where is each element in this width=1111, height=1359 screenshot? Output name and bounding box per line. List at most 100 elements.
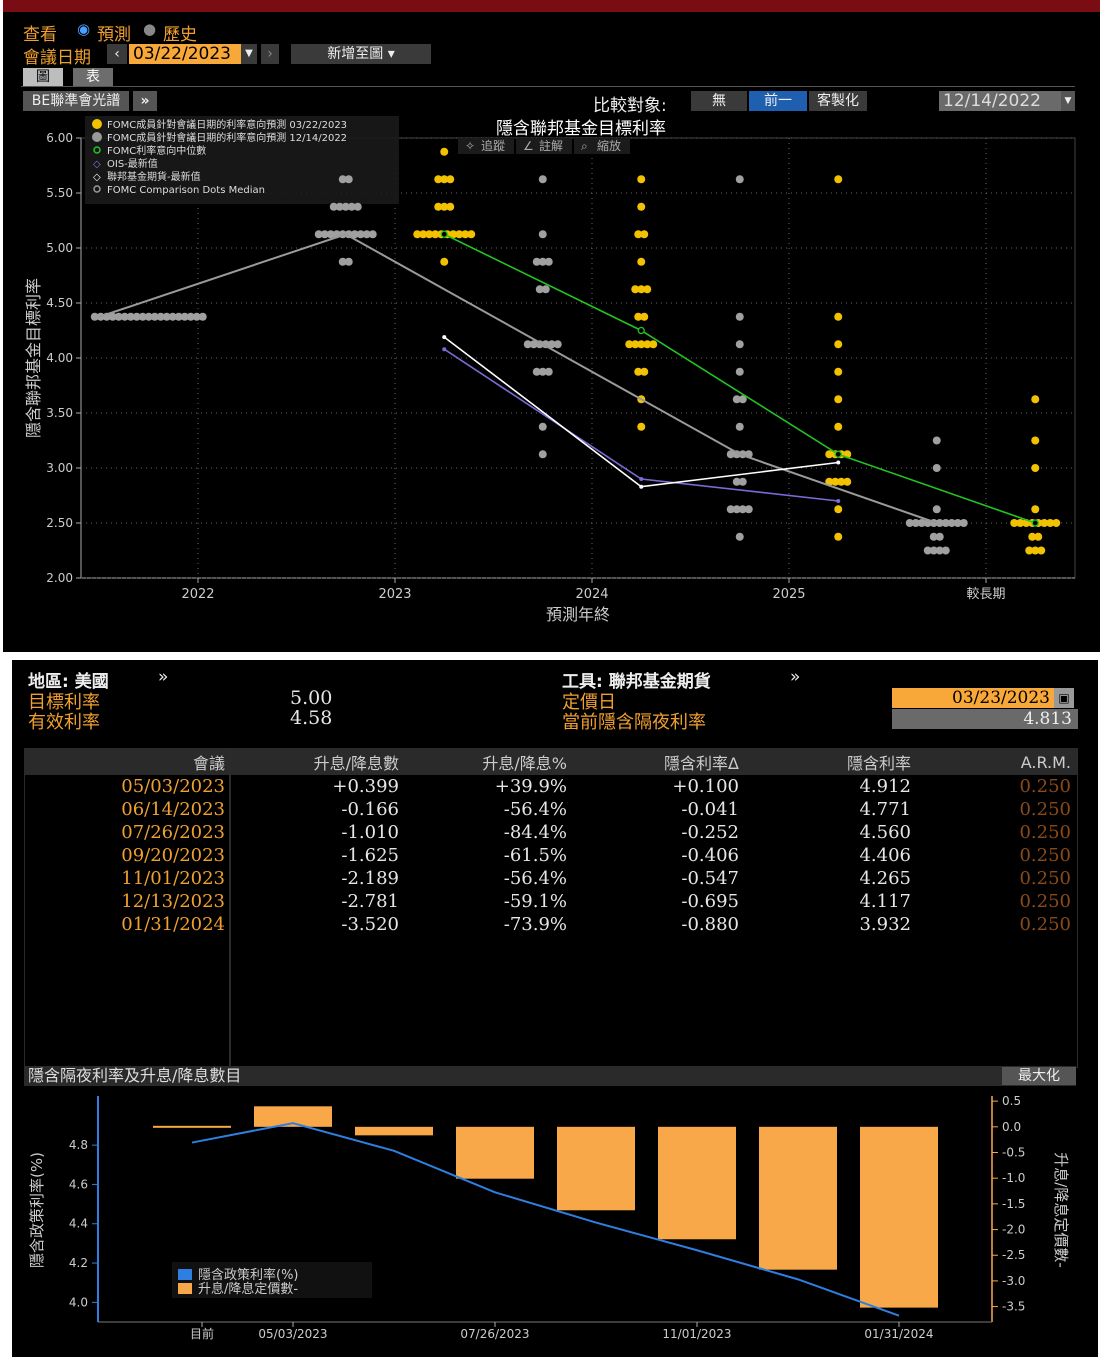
column-header[interactable]: 隱含利率Δ: [573, 749, 745, 775]
value-cell: -2.781: [341, 891, 399, 912]
column-header[interactable]: 會議: [25, 749, 231, 775]
tab-table[interactable]: 表: [73, 68, 113, 86]
y-tick-label: 4.00: [46, 351, 73, 365]
chart-tool-label: 追蹤: [481, 138, 505, 153]
value-cell: -56.4%: [503, 868, 567, 889]
bar-legend-box: [172, 1262, 372, 1298]
dot-prev: [538, 175, 547, 184]
compare-custom-button[interactable]: 客製化: [809, 91, 867, 111]
series-point: [442, 347, 447, 352]
dot-current: [834, 312, 843, 321]
dot-current: [440, 257, 449, 266]
rate-bar-chart: 4.0 4.2 4.4 4.6 4.8 0.5 0.0 -0.5 -1.0 -1.5 -2.0 -2.…: [28, 1094, 1070, 1341]
dot-prev: [90, 312, 99, 321]
compare-date-dropdown-icon[interactable]: ▼: [1061, 91, 1075, 111]
dot-current: [413, 230, 422, 239]
chart-tool-0[interactable]: ✧ 追蹤: [458, 138, 514, 154]
dot-prev: [108, 312, 117, 321]
dot-current: [640, 367, 649, 376]
value-cell: +39.9%: [494, 776, 567, 797]
dot-prev: [344, 175, 353, 184]
chart-tool-2[interactable]: ⌕ 縮放: [574, 138, 630, 154]
right-tick-label: 0.5: [1002, 1094, 1021, 1108]
value-cell: 4.117: [859, 891, 911, 912]
bar-chart-title: 隱含隔夜利率及升息/降息數目: [28, 1066, 242, 1085]
table-row[interactable]: 09/20/2023 -1.625 -61.5% -0.406 4.406 0.250: [25, 844, 1077, 867]
mode-history[interactable]: 歷史: [163, 25, 197, 45]
dot-prev: [935, 546, 944, 555]
dot-prev: [941, 546, 950, 555]
compare-none-button[interactable]: 無: [691, 91, 747, 111]
table-row[interactable]: 06/14/2023 -0.166 -56.4% -0.041 4.771 0.250: [25, 798, 1077, 821]
bar-chart-header: 隱含隔夜利率及升息/降息數目 最大化: [24, 1066, 1076, 1086]
table-row[interactable]: 11/01/2023 -2.189 -56.4% -0.547 4.265 0.250: [25, 867, 1077, 890]
expand-icon[interactable]: »: [133, 91, 157, 111]
x-tick-label: 2025: [772, 587, 805, 602]
compare-date-field[interactable]: 12/14/2022: [939, 91, 1061, 111]
region-expand-icon[interactable]: »: [158, 667, 169, 687]
series-point: [442, 335, 447, 340]
instrument-label[interactable]: 工具: 聯邦基金期貨: [562, 672, 711, 692]
table-row[interactable]: 01/31/2024 -3.520 -73.9% -0.880 3.932 0.250: [25, 913, 1077, 936]
y-tick-label: 3.00: [46, 461, 73, 475]
dot-prev: [959, 519, 968, 527]
meetings-grid: 會議 升息/降息數 升息/降息% 隱含利率Δ 隱含利率 A.R.M. 05/03/2023…: [25, 749, 1077, 936]
y-tick-label: 5.50: [46, 186, 73, 200]
x-tick-label: 07/26/2023: [460, 1327, 529, 1341]
dot-current: [1052, 519, 1061, 527]
prev-date-button[interactable]: ‹: [107, 44, 127, 64]
column-header[interactable]: A.R.M.: [917, 749, 1077, 775]
table-row[interactable]: 07/26/2023 -1.010 -84.4% -0.252 4.560 0.250: [25, 821, 1077, 844]
radio-forecast-icon[interactable]: ◉: [77, 20, 91, 38]
dot-prev: [362, 230, 371, 239]
instrument-expand-icon[interactable]: »: [790, 667, 801, 687]
column-header[interactable]: 升息/降息數: [231, 749, 405, 775]
dot-current: [637, 202, 646, 211]
legend-swatch: [178, 1283, 192, 1294]
value-cell: -59.1%: [503, 891, 567, 912]
radio-history-icon[interactable]: ●: [143, 20, 157, 38]
dot-prev: [932, 436, 941, 445]
mode-forecast[interactable]: 預測: [97, 25, 131, 45]
dot-current: [631, 285, 640, 294]
bar: [759, 1126, 837, 1270]
dot-prev: [353, 202, 362, 211]
dot-prev: [535, 285, 544, 294]
date-dropdown-icon[interactable]: ▼: [241, 44, 257, 64]
value-cell: -84.4%: [503, 822, 567, 843]
x-tick-label: 11/01/2023: [662, 1327, 731, 1341]
meeting-date-cell: 11/01/2023: [121, 868, 225, 889]
series-point: [639, 477, 644, 481]
column-header[interactable]: 隱含利率: [745, 749, 917, 775]
dot-current: [1037, 546, 1046, 555]
maximize-button[interactable]: 最大化: [1002, 1067, 1076, 1085]
dot-prev: [553, 340, 562, 349]
source-button[interactable]: BE聯準會光譜: [23, 91, 129, 111]
value-cell: -0.041: [681, 799, 739, 820]
legend-marker: [92, 119, 102, 129]
calendar-icon[interactable]: ▣: [1054, 688, 1074, 708]
bar: [658, 1126, 736, 1240]
compare-previous-button[interactable]: 前一: [749, 91, 807, 111]
right-tick-label: 0.0: [1002, 1120, 1021, 1134]
dot-current: [834, 340, 843, 349]
dot-prev: [126, 312, 135, 321]
dot-prev: [923, 546, 932, 555]
dot-prev: [935, 532, 944, 541]
meeting-date-label: 會議日期: [23, 48, 91, 68]
value-cell: +0.100: [672, 776, 739, 797]
chart-tool-1[interactable]: ∠ 註解: [516, 138, 572, 154]
meeting-date-field[interactable]: 03/22/2023: [129, 44, 241, 64]
tab-chart[interactable]: 圖: [23, 68, 63, 86]
table-row[interactable]: 12/13/2023 -2.781 -59.1% -0.695 4.117 0.250: [25, 890, 1077, 913]
next-date-button[interactable]: ›: [261, 44, 279, 64]
left-tick-label: 4.2: [69, 1256, 88, 1270]
dot-prev: [947, 519, 956, 527]
pricing-date-field[interactable]: 03/23/2023: [892, 688, 1054, 708]
region-label[interactable]: 地區: 美國: [28, 672, 109, 692]
left-tick-label: 4.0: [69, 1295, 88, 1309]
add-to-chart-button[interactable]: 新增至圖 ▾: [291, 44, 431, 64]
table-row[interactable]: 05/03/2023 +0.399 +39.9% +0.100 4.912 0.250: [25, 775, 1077, 798]
dot-prev: [544, 257, 553, 266]
column-header[interactable]: 升息/降息%: [405, 749, 573, 775]
